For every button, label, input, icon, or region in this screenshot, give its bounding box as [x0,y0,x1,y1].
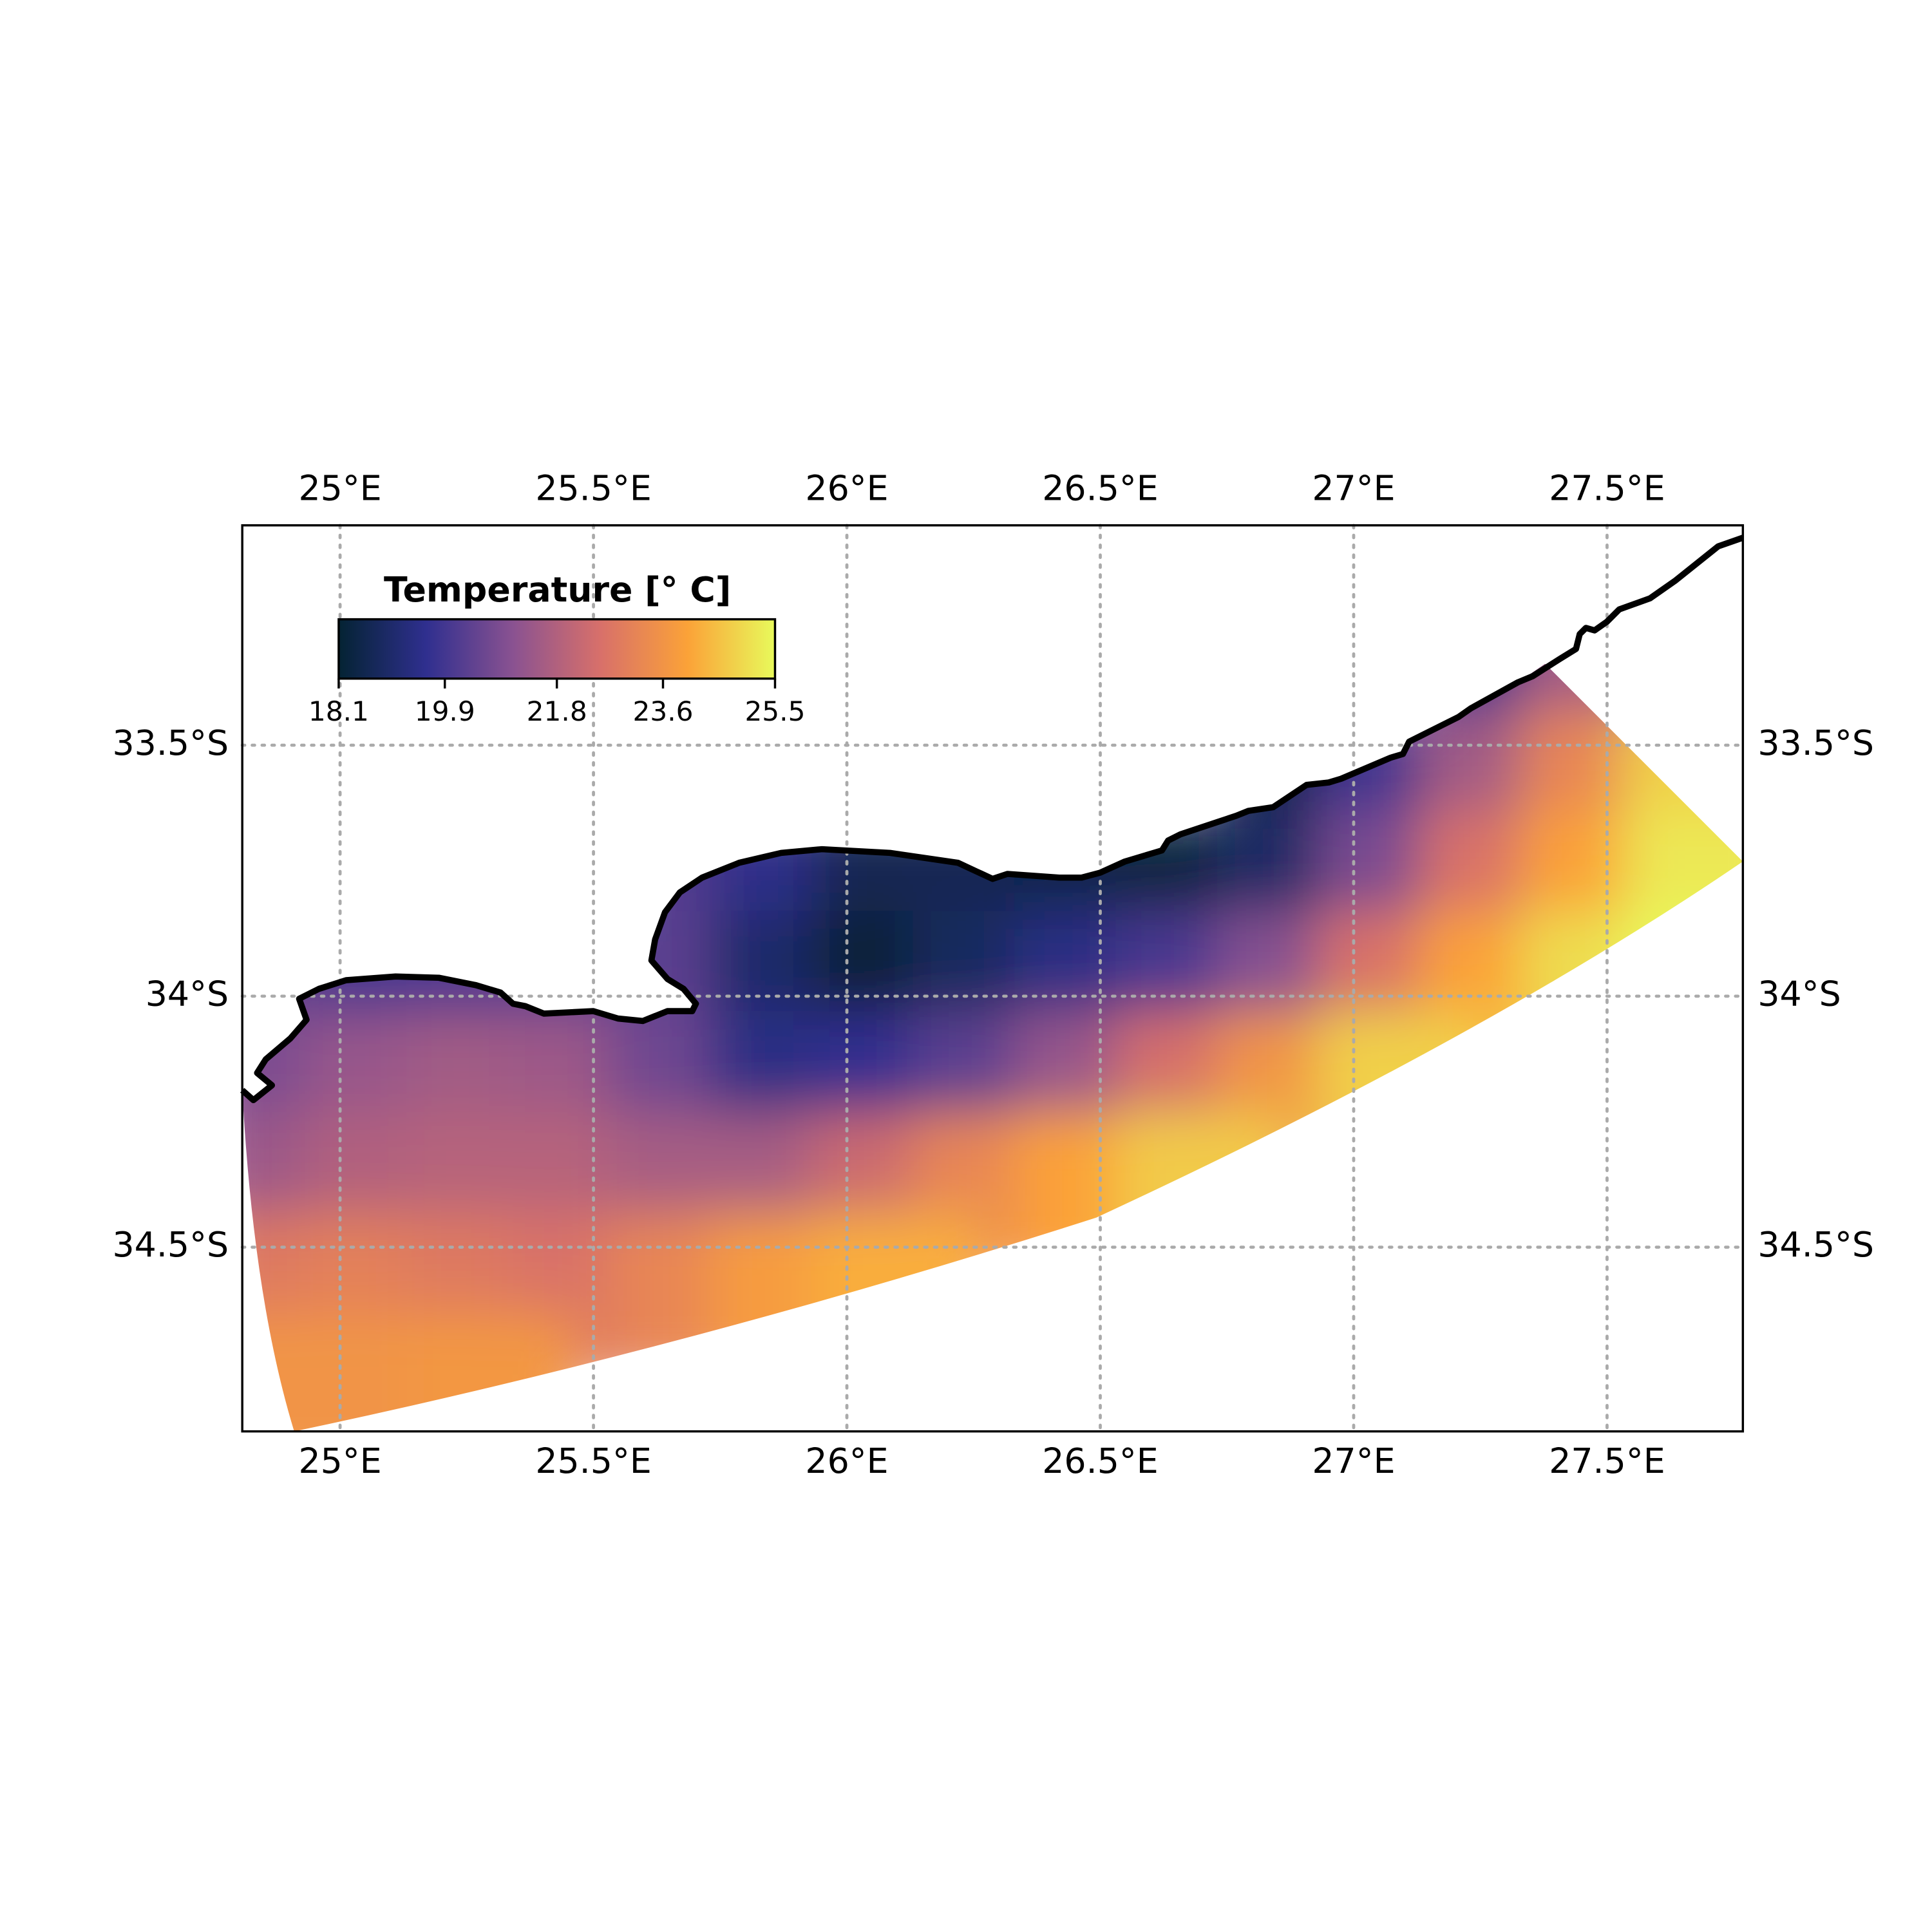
colorbar-tick-label: 23.6 [632,696,693,727]
x-tick-label-bottom: 25.5°E [535,1441,651,1481]
temperature-field [242,663,1743,1432]
x-tick-label-top: 26°E [805,468,888,509]
colorbar: Temperature [° C] 18.1 19.9 21.8 23.6 25.5 [308,569,806,727]
y-tick-label-right: 34°S [1757,974,1841,1014]
colorbar-tick-label: 21.8 [527,696,587,727]
y-tick-label-left: 34°S [146,974,229,1014]
x-tick-label-top: 25°E [298,468,381,509]
x-tick-label-bottom: 27.5°E [1549,1441,1665,1481]
x-tick-label-top: 27.5°E [1549,468,1665,509]
field-cells [242,663,1743,1432]
x-tick-label-top: 25.5°E [535,468,651,509]
coastline [240,535,1744,1104]
colorbar-tick-label: 18.1 [308,696,369,727]
colorbar-body [337,618,777,680]
x-tick-label-top: 27°E [1312,468,1395,509]
x-tick-label-bottom: 26°E [805,1441,888,1481]
field-cell [1115,1112,1288,1283]
x-tick-label-bottom: 25°E [298,1441,381,1481]
colorbar-title: Temperature [° C] [384,569,731,610]
y-tick-label-left: 34.5°S [112,1224,229,1265]
field-cell [1622,810,1743,981]
y-tick-label-left: 33.5°S [112,723,229,763]
colorbar-tick-label: 25.5 [744,696,805,727]
field-cell [1318,1011,1491,1182]
x-tick-label-top: 26.5°E [1042,468,1158,509]
colorbar-tick-label: 19.9 [415,696,475,727]
map-frame [241,524,1745,1433]
y-tick-label-right: 34.5°S [1757,1224,1874,1265]
field-cell [811,1212,984,1383]
y-tick-label-right: 33.5°S [1757,723,1874,763]
x-tick-label-bottom: 27°E [1312,1441,1395,1481]
x-tick-label-bottom: 26.5°E [1042,1441,1158,1481]
